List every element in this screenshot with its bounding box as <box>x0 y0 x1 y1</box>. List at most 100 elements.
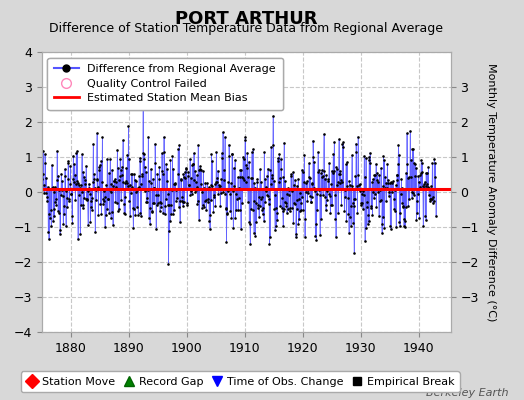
Point <box>176 198 184 204</box>
Point <box>148 208 156 214</box>
Point <box>80 195 89 201</box>
Point <box>416 172 424 178</box>
Point <box>69 176 77 182</box>
Point <box>285 187 293 193</box>
Point <box>358 199 366 206</box>
Point <box>170 180 178 187</box>
Point <box>314 186 323 193</box>
Point <box>403 161 411 167</box>
Point <box>328 168 336 174</box>
Point <box>61 173 69 179</box>
Point <box>289 169 297 176</box>
Point <box>215 183 224 190</box>
Point <box>377 196 385 203</box>
Point <box>92 187 100 194</box>
Point <box>298 166 306 173</box>
Point <box>335 170 343 177</box>
Point <box>220 177 228 183</box>
Point <box>422 170 430 176</box>
Point <box>410 192 419 198</box>
Point <box>279 223 287 229</box>
Point <box>163 202 172 208</box>
Point <box>180 198 189 205</box>
Point <box>145 178 154 184</box>
Legend: Difference from Regional Average, Quality Control Failed, Estimated Station Mean: Difference from Regional Average, Qualit… <box>48 58 283 110</box>
Point <box>235 185 243 192</box>
Point <box>52 196 60 202</box>
Point <box>59 193 67 199</box>
Point <box>183 200 191 206</box>
Point <box>398 200 406 206</box>
Point <box>288 204 296 211</box>
Point <box>223 209 232 216</box>
Point <box>316 192 324 198</box>
Point <box>426 198 434 205</box>
Point <box>231 215 239 221</box>
Point <box>379 153 388 159</box>
Point <box>239 156 248 163</box>
Point <box>155 176 163 182</box>
Point <box>301 233 309 240</box>
Point <box>83 197 92 204</box>
Point <box>214 182 223 188</box>
Point <box>222 239 231 245</box>
Point <box>326 193 334 200</box>
Point <box>132 178 140 184</box>
Point <box>216 203 224 209</box>
Point <box>198 205 206 212</box>
Point <box>300 179 308 186</box>
Point <box>137 213 145 220</box>
Point <box>52 202 61 208</box>
Point <box>126 213 134 220</box>
Point <box>207 182 215 188</box>
Point <box>134 185 142 191</box>
Point <box>224 188 232 195</box>
Point <box>374 189 382 195</box>
Point <box>128 184 136 190</box>
Point <box>384 177 392 183</box>
Point <box>416 184 424 191</box>
Legend: Station Move, Record Gap, Time of Obs. Change, Empirical Break: Station Move, Record Gap, Time of Obs. C… <box>21 371 460 392</box>
Point <box>106 156 114 163</box>
Point <box>428 196 436 202</box>
Point <box>360 153 368 160</box>
Point <box>78 189 86 195</box>
Point <box>123 151 132 158</box>
Point <box>146 205 155 212</box>
Point <box>205 218 213 225</box>
Point <box>397 191 405 198</box>
Point <box>352 140 360 147</box>
Point <box>427 183 435 190</box>
Point <box>114 208 123 214</box>
Point <box>334 210 342 216</box>
Point <box>72 150 80 156</box>
Point <box>419 183 427 190</box>
Point <box>66 181 74 187</box>
Point <box>112 184 120 190</box>
Point <box>75 192 83 198</box>
Point <box>255 194 264 201</box>
Point <box>82 162 90 169</box>
Point <box>204 184 213 190</box>
Point <box>325 191 334 197</box>
Point <box>341 194 349 201</box>
Point <box>205 226 214 232</box>
Point <box>111 199 119 205</box>
Point <box>150 200 159 207</box>
Point <box>176 219 184 226</box>
Point <box>226 191 234 197</box>
Point <box>86 219 94 226</box>
Point <box>210 192 218 198</box>
Point <box>194 142 202 148</box>
Point <box>427 196 435 202</box>
Point <box>79 202 87 208</box>
Point <box>145 215 153 222</box>
Point <box>362 154 370 161</box>
Point <box>412 165 420 172</box>
Point <box>196 166 204 172</box>
Point <box>158 210 167 216</box>
Point <box>70 179 78 186</box>
Point <box>188 191 196 198</box>
Point <box>406 128 414 134</box>
Point <box>109 183 117 189</box>
